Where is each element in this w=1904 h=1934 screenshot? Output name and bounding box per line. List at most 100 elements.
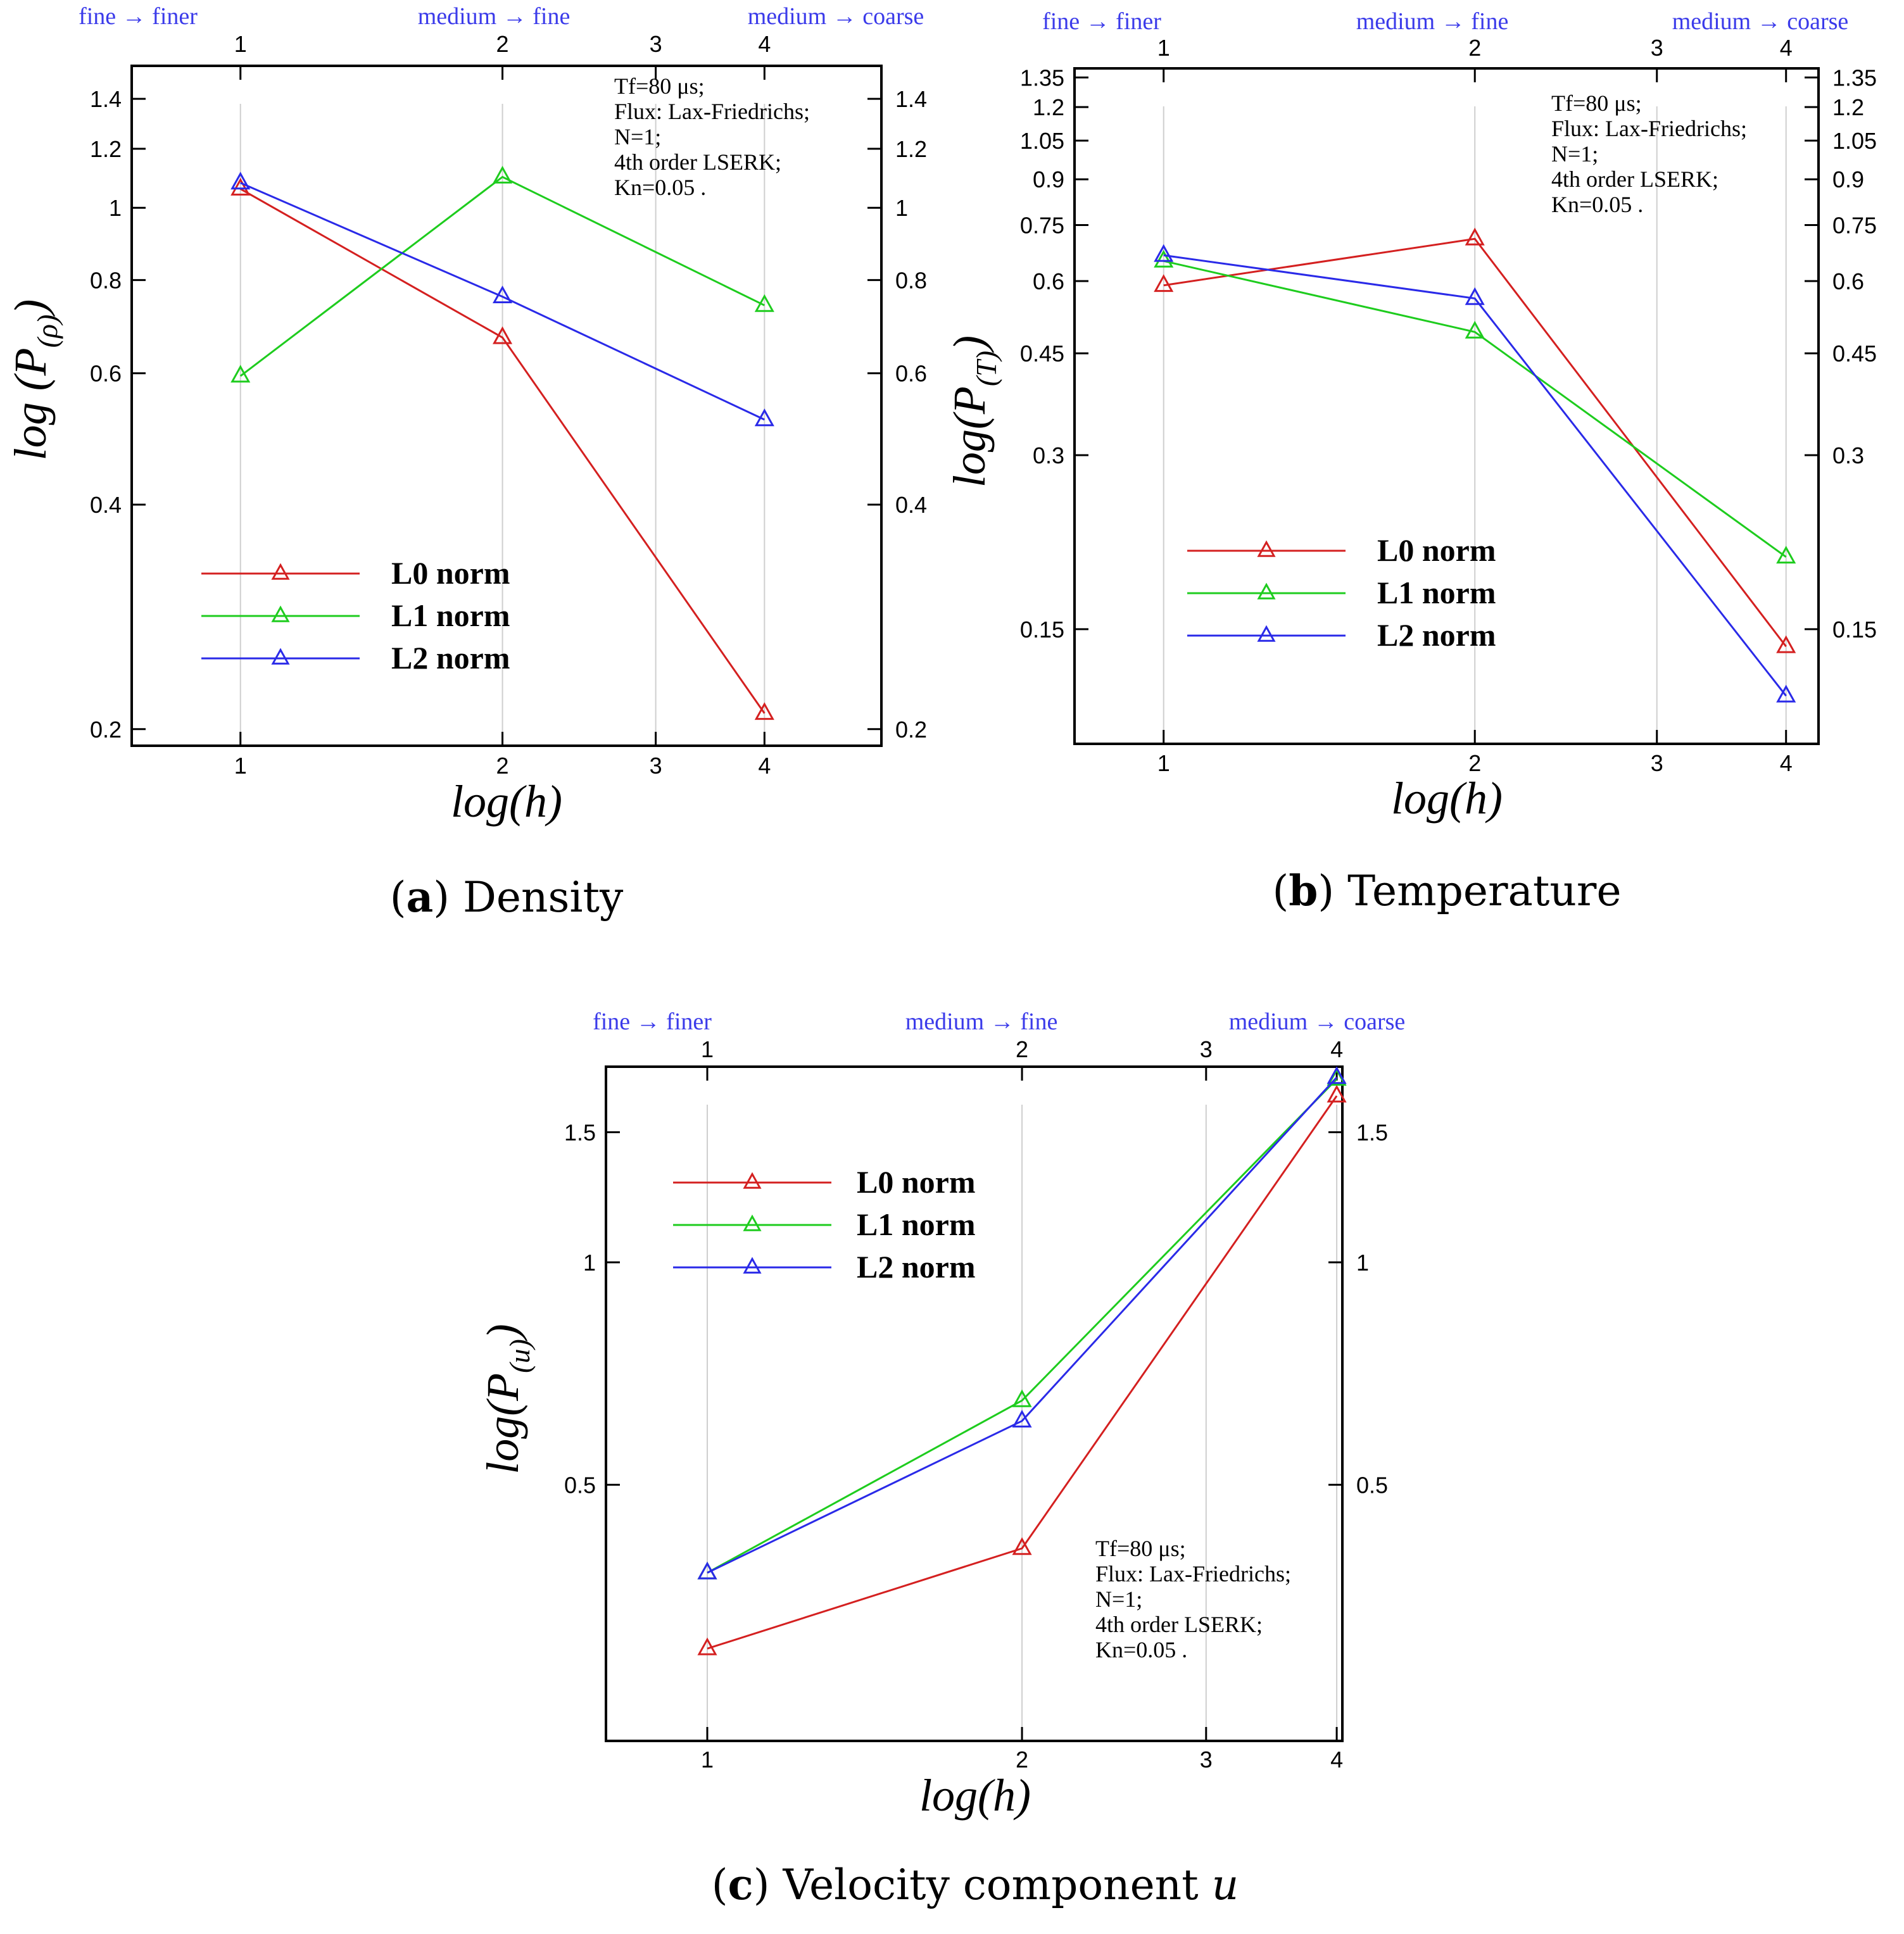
panel-caption: (a) Density	[390, 872, 624, 922]
y-right-tick-label: 1.5	[1356, 1120, 1388, 1146]
y-right-tick-label: 0.9	[1832, 166, 1864, 192]
y-tick-label: 1	[109, 195, 122, 221]
x-axis-label: log(h)	[919, 1770, 1031, 1821]
x-axis-label: log(h)	[451, 776, 562, 827]
data-point-marker	[1154, 244, 1174, 262]
y-tick-label: 1	[583, 1250, 596, 1276]
x-top-tick-label: 2	[1468, 35, 1481, 61]
chart-b: 1 1 2 2 3 3 4 4 fine → finer medium → fine medium …	[944, 8, 1877, 915]
x-tick-label: 4	[1780, 750, 1793, 776]
x-top-tick-label: 2	[496, 31, 509, 57]
y-tick-label: 1.2	[1033, 94, 1064, 120]
data-point-marker	[230, 172, 251, 190]
series-line	[1163, 260, 1787, 558]
caption-letter: c	[728, 1860, 753, 1909]
annotation: Tf=80 μs;Flux: Lax-Friedrichs;N=1;4th or…	[1095, 1536, 1291, 1662]
legend-marker	[743, 1214, 762, 1231]
annotation-line: Kn=0.05 .	[1095, 1637, 1187, 1662]
data-point-marker	[1465, 287, 1485, 305]
y-right-tick-label: 1	[1356, 1250, 1369, 1276]
y-tick-label: 0.3	[1033, 443, 1064, 468]
legend-marker	[1257, 625, 1276, 642]
y-tick-label: 0.6	[1033, 268, 1064, 294]
legend-marker	[743, 1257, 762, 1274]
caption-text: Temperature	[1347, 867, 1621, 915]
y-right-tick-label: 0.8	[895, 267, 927, 293]
series-0	[230, 177, 774, 720]
data-point-marker	[697, 1561, 717, 1579]
annotation: Tf=80 μs;Flux: Lax-Friedrichs;N=1;4th or…	[614, 73, 810, 200]
legend-marker	[743, 1172, 762, 1189]
legend-marker	[1257, 540, 1276, 557]
legend-marker	[271, 648, 290, 665]
top-axis-label: medium → coarse	[1229, 1008, 1406, 1035]
x-tick-label: 2	[496, 753, 509, 779]
y-right-tick-label: 1.2	[1832, 94, 1864, 120]
y-tick-label: 0.4	[90, 492, 122, 518]
y-right-tick-label: 1.05	[1832, 128, 1877, 154]
y-tick-label: 0.2	[90, 717, 122, 743]
x-top-tick-label: 3	[1200, 1036, 1213, 1062]
y-right-tick-label: 0.4	[895, 492, 927, 518]
x-top-tick-label: 1	[701, 1036, 714, 1062]
y-tick-label: 0.8	[90, 267, 122, 293]
y-axis-label-base: log(P	[477, 1373, 528, 1474]
x-top-tick-label: 1	[1157, 35, 1170, 61]
y-axis-label-subscript: (u)	[503, 1339, 536, 1373]
top-axis-label: medium → fine	[418, 3, 571, 30]
y-axis-label: log(P(T))	[944, 336, 1002, 487]
annotation-line: Tf=80 μs;	[614, 73, 705, 99]
x-top-tick-label: 4	[1780, 35, 1793, 61]
x-top-tick-label: 4	[758, 31, 771, 57]
y-right-tick-label: 1.35	[1832, 65, 1877, 91]
legend-marker	[271, 605, 290, 622]
x-tick-label: 3	[650, 753, 662, 779]
grid-lines	[707, 1105, 1338, 1728]
x-tick-label: 4	[1330, 1747, 1343, 1773]
x-tick-label: 3	[1651, 750, 1663, 776]
annotation-line: Flux: Lax-Friedrichs;	[614, 99, 810, 124]
series-line	[707, 1095, 1338, 1650]
legend-marker	[271, 563, 290, 580]
annotation-line: N=1;	[614, 124, 661, 149]
panel-caption: (c) Velocity component u	[712, 1860, 1239, 1909]
x-tick-label: 3	[1200, 1747, 1213, 1773]
y-right-tick-label: 0.45	[1832, 341, 1877, 367]
y-tick-label: 1.35	[1020, 65, 1064, 91]
annotation-line: Kn=0.05 .	[1551, 192, 1643, 217]
legend-label: L2 norm	[857, 1249, 976, 1284]
series-2	[230, 172, 774, 427]
legend-label: L0 norm	[1377, 532, 1496, 568]
x-tick-label: 2	[1016, 1747, 1028, 1773]
legend-label: L0 norm	[857, 1164, 976, 1200]
series-1	[230, 165, 774, 383]
y-tick-label: 0.15	[1020, 617, 1064, 643]
y-right-tick-label: 0.6	[1832, 268, 1864, 294]
x-tick-label: 2	[1468, 750, 1481, 776]
annotation-line: Tf=80 μs;	[1095, 1536, 1186, 1561]
y-tick-label: 0.6	[90, 361, 122, 387]
grid-lines	[1163, 106, 1787, 731]
top-axis-label: medium → coarse	[748, 3, 924, 30]
data-point-marker	[697, 1637, 717, 1655]
y-tick-label: 0.5	[564, 1472, 596, 1498]
data-point-marker	[754, 294, 774, 312]
y-axis-label: log (P(ρ))	[5, 299, 63, 461]
data-point-marker	[1154, 249, 1174, 268]
data-point-marker	[1465, 320, 1485, 339]
series-2	[697, 1066, 1347, 1579]
series-line	[240, 182, 765, 421]
legend: L0 norm L1 norm L2 norm	[673, 1164, 976, 1284]
data-point-marker	[1776, 684, 1796, 703]
data-point-marker	[1776, 546, 1796, 564]
x-tick-label: 4	[758, 753, 771, 779]
legend-label: L1 norm	[391, 598, 510, 633]
data-point-marker	[492, 286, 513, 304]
data-point-marker	[754, 702, 774, 720]
data-point-marker	[1012, 1409, 1032, 1428]
series-line	[240, 188, 766, 714]
legend-label: L1 norm	[1377, 575, 1496, 610]
legend-marker	[1257, 582, 1276, 600]
y-right-tick-label: 0.5	[1356, 1472, 1388, 1498]
data-point-marker	[492, 165, 513, 184]
